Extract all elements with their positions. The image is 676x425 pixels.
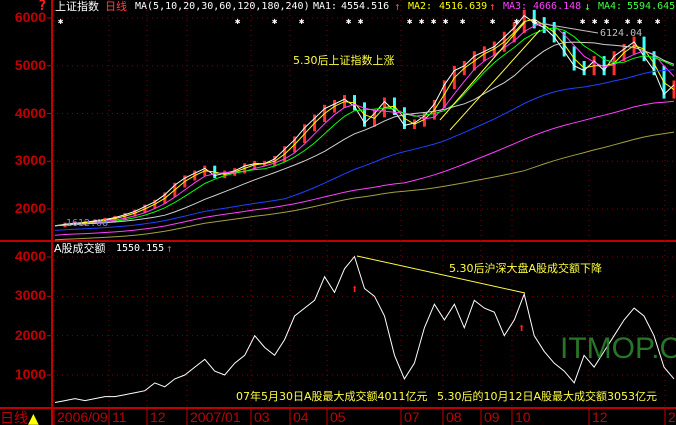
ma60-line xyxy=(54,41,675,227)
volume-value: 1550.155 xyxy=(116,243,165,254)
period-switch-label: 日线 xyxy=(0,411,28,425)
price-tick-label: 2000 xyxy=(14,200,46,216)
ma10-line xyxy=(54,18,675,227)
ma1-value: 4554.516 xyxy=(341,1,390,12)
ma30-line xyxy=(54,27,675,227)
signal-star-icon: ✱ xyxy=(460,17,466,27)
ma-definition: MA(5,10,20,30,60,120,180,240) xyxy=(135,1,310,12)
volume-tick-label: 1000 xyxy=(14,366,46,382)
date-tick-label: 05 xyxy=(330,409,346,425)
date-tick-label: 11 xyxy=(112,409,127,425)
date-tick-label: 04 xyxy=(293,409,309,425)
volume-note: 5.30后沪深大盘A股成交额下降 xyxy=(449,262,603,275)
volume-line xyxy=(54,255,675,403)
period-label: 日线 xyxy=(105,0,127,13)
ma3-value: 4666.148 xyxy=(533,1,582,12)
ma180-line xyxy=(54,100,675,236)
index-channel-lower xyxy=(449,29,541,131)
date-tick-label: 2 xyxy=(668,409,676,425)
volume-title: A股成交额 xyxy=(54,242,106,255)
signal-star-icon: ✱ xyxy=(490,17,496,27)
watermark: ITMOP.COM xyxy=(560,332,676,365)
date-tick-label: 09 xyxy=(484,409,500,425)
ma3-label: MA3: xyxy=(503,1,528,12)
signal-star-icon: ✱ xyxy=(604,17,610,27)
october-volume-note: 5.30后的10月12日A股最大成交额3053亿元 xyxy=(437,390,658,403)
volume-arrow-icon: ↑ xyxy=(166,242,173,255)
index-channel-upper xyxy=(439,21,526,121)
signal-star-icon: ✱ xyxy=(637,17,643,27)
date-tick-label: 12 xyxy=(150,409,166,425)
signal-star-icon: ✱ xyxy=(532,17,538,27)
signal-star-icon: ✱ xyxy=(346,17,352,27)
date-tick-label: 07 xyxy=(404,409,420,425)
date-tick-label: 10 xyxy=(515,409,531,425)
signal-star-icon: ✱ xyxy=(272,17,278,27)
ma4-label: MA4: xyxy=(598,1,623,12)
price-tick-label: 4000 xyxy=(14,104,46,121)
ma2-arrow-icon: ↑ xyxy=(489,0,496,13)
ma3-arrow-icon: ↓ xyxy=(584,0,591,13)
ma2-value: 4516.639 xyxy=(439,1,488,12)
ma4-value: 5594.645 xyxy=(627,1,676,12)
signal-star-icon: ✱ xyxy=(431,17,437,27)
low-label: 1612.08 xyxy=(66,218,109,229)
signal-star-icon: ✱ xyxy=(299,17,305,27)
period-switch-button[interactable]: 日线▲ xyxy=(0,408,39,425)
date-tick-label: 03 xyxy=(254,409,270,425)
volume-tick-label: 3000 xyxy=(14,287,46,304)
help-icon[interactable]: ? xyxy=(38,0,47,14)
ma120-line xyxy=(54,69,675,231)
date-tick-label: 2006/09 xyxy=(57,409,108,425)
signal-star-icon: ✱ xyxy=(407,17,413,27)
index-note: 5.30后上证指数上涨 xyxy=(293,54,395,67)
triangle-up-icon: ▲ xyxy=(28,411,39,425)
signal-star-icon: ✱ xyxy=(443,17,449,27)
price-tick-label: 6000 xyxy=(14,9,46,25)
signal-star-icon: ✱ xyxy=(580,17,586,27)
peak-volume-note: 07年5月30日A股最大成交额4011亿元 xyxy=(236,390,428,403)
high-label: 6124.04 xyxy=(600,28,643,39)
volume-tick-label: 2000 xyxy=(14,326,46,343)
ma5-line xyxy=(54,14,675,227)
date-tick-label: 2007/01 xyxy=(190,409,241,425)
date-tick-label: 12 xyxy=(592,409,608,425)
index-title: 上证指数 xyxy=(55,0,99,13)
date-tick-label: 08 xyxy=(446,409,462,425)
volume-tick-label: 4000 xyxy=(14,248,46,264)
price-tick-label: 3000 xyxy=(14,152,46,169)
signal-star-icon: ✱ xyxy=(592,17,598,27)
peak-arrow-icon: ⬆ xyxy=(351,282,358,296)
signal-star-icon: ✱ xyxy=(514,17,520,27)
signal-star-icon: ✱ xyxy=(625,17,631,27)
signal-star-icon: ✱ xyxy=(58,17,64,27)
price-tick-label: 5000 xyxy=(14,56,46,73)
signal-star-icon: ✱ xyxy=(655,17,661,27)
volume-trend-line xyxy=(356,255,526,294)
high-pointer-line xyxy=(531,21,599,34)
ma240-line xyxy=(54,131,675,241)
ma2-label: MA2: xyxy=(408,1,433,12)
signal-star-icon: ✱ xyxy=(358,17,364,27)
signal-star-icon: ✱ xyxy=(419,17,425,27)
signal-star-icon: ✱ xyxy=(235,17,241,27)
ma1-label: MA1: xyxy=(313,1,338,12)
ma1-arrow-icon: ↑ xyxy=(394,0,401,13)
october-arrow-icon: ⬆ xyxy=(518,321,525,335)
